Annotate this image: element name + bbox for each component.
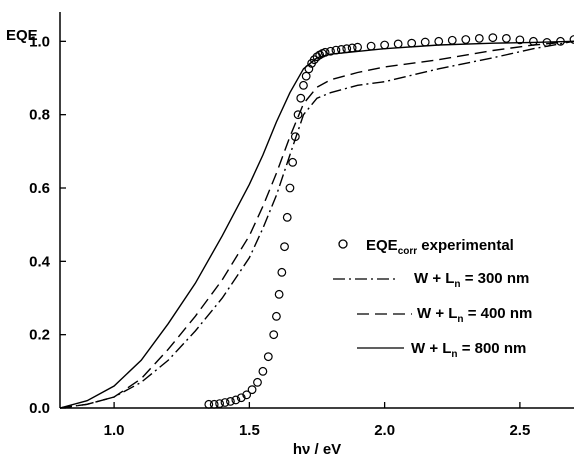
experimental-point bbox=[242, 390, 252, 400]
experimental-point bbox=[220, 398, 230, 407]
experimental-point bbox=[461, 35, 471, 44]
experimental-point bbox=[263, 352, 273, 362]
experimental-point bbox=[288, 157, 298, 167]
y-tick-label: 0.2 bbox=[29, 327, 50, 344]
experimental-point bbox=[304, 64, 314, 74]
series-line-w400 bbox=[59, 40, 574, 409]
experimental-point bbox=[280, 242, 289, 252]
legend-label-w300: W + Ln = 300 nm bbox=[414, 270, 529, 290]
y-tick-label: 1.0 bbox=[29, 33, 50, 50]
experimental-point bbox=[258, 366, 268, 376]
experimental-point bbox=[296, 93, 306, 103]
experimental-point bbox=[269, 330, 279, 340]
series-line-w300 bbox=[59, 40, 574, 409]
experimental-point bbox=[447, 35, 457, 45]
experimental-point bbox=[515, 35, 525, 45]
experimental-point bbox=[420, 37, 430, 47]
x-axis-label: hν / eV bbox=[293, 441, 341, 458]
experimental-point bbox=[272, 311, 281, 321]
experimental-point bbox=[301, 71, 311, 81]
experimental-point bbox=[474, 34, 484, 43]
experimental-point bbox=[393, 39, 403, 49]
y-ticks: 0.0 0.2 0.4 0.6 0.8 1.0 bbox=[29, 33, 66, 417]
experimental-point bbox=[366, 41, 376, 51]
experimental-point bbox=[285, 183, 295, 193]
legend-label-w800: W + Ln = 800 nm bbox=[411, 340, 526, 360]
experimental-point bbox=[542, 38, 552, 47]
experimental-point bbox=[529, 36, 538, 46]
experimental-point bbox=[347, 43, 357, 53]
experimental-point bbox=[290, 132, 300, 142]
experimental-point bbox=[501, 34, 511, 43]
experimental-point bbox=[253, 377, 262, 387]
experimental-point bbox=[231, 395, 241, 405]
experimental-point bbox=[293, 110, 303, 120]
experimental-point bbox=[331, 45, 341, 55]
experimental-point bbox=[434, 36, 444, 46]
x-tick-label: 2.5 bbox=[509, 422, 530, 439]
y-tick-label: 0.6 bbox=[29, 180, 50, 197]
experimental-point bbox=[380, 40, 390, 50]
experimental-point bbox=[569, 35, 574, 44]
legend-marker-experimental bbox=[338, 239, 348, 249]
x-ticks: 1.0 1.5 2.0 2.5 bbox=[104, 402, 530, 439]
experimental-point bbox=[342, 44, 352, 54]
y-axis-label: EQE bbox=[6, 27, 38, 44]
y-tick-label: 0.8 bbox=[29, 107, 50, 124]
x-tick-label: 1.5 bbox=[239, 422, 260, 439]
y-tick-label: 0.4 bbox=[29, 253, 51, 270]
y-tick-label: 0.0 bbox=[29, 400, 50, 417]
experimental-point bbox=[215, 399, 225, 409]
experimental-point bbox=[407, 38, 417, 48]
experimental-point bbox=[556, 36, 565, 46]
x-tick-label: 1.0 bbox=[104, 422, 125, 439]
experimental-point bbox=[309, 55, 319, 65]
legend-label-w400: W + Ln = 400 nm bbox=[417, 305, 532, 325]
experimental-point bbox=[282, 212, 292, 222]
experimental-point bbox=[353, 42, 362, 52]
legend: EQEcorr experimental W + Ln = 300 nm W +… bbox=[333, 237, 532, 360]
legend-label-experimental: EQEcorr experimental bbox=[366, 237, 514, 257]
experimental-point bbox=[277, 267, 287, 277]
experimental-point bbox=[320, 47, 330, 57]
experimental-point bbox=[488, 33, 498, 43]
experimental-point bbox=[274, 289, 284, 299]
experimental-point bbox=[326, 46, 335, 56]
experimental-point bbox=[299, 80, 308, 90]
x-tick-label: 2.0 bbox=[374, 422, 395, 439]
plot-markers bbox=[204, 33, 574, 409]
experimental-point bbox=[336, 45, 346, 54]
experimental-point bbox=[226, 397, 235, 406]
experimental-point bbox=[247, 385, 257, 395]
